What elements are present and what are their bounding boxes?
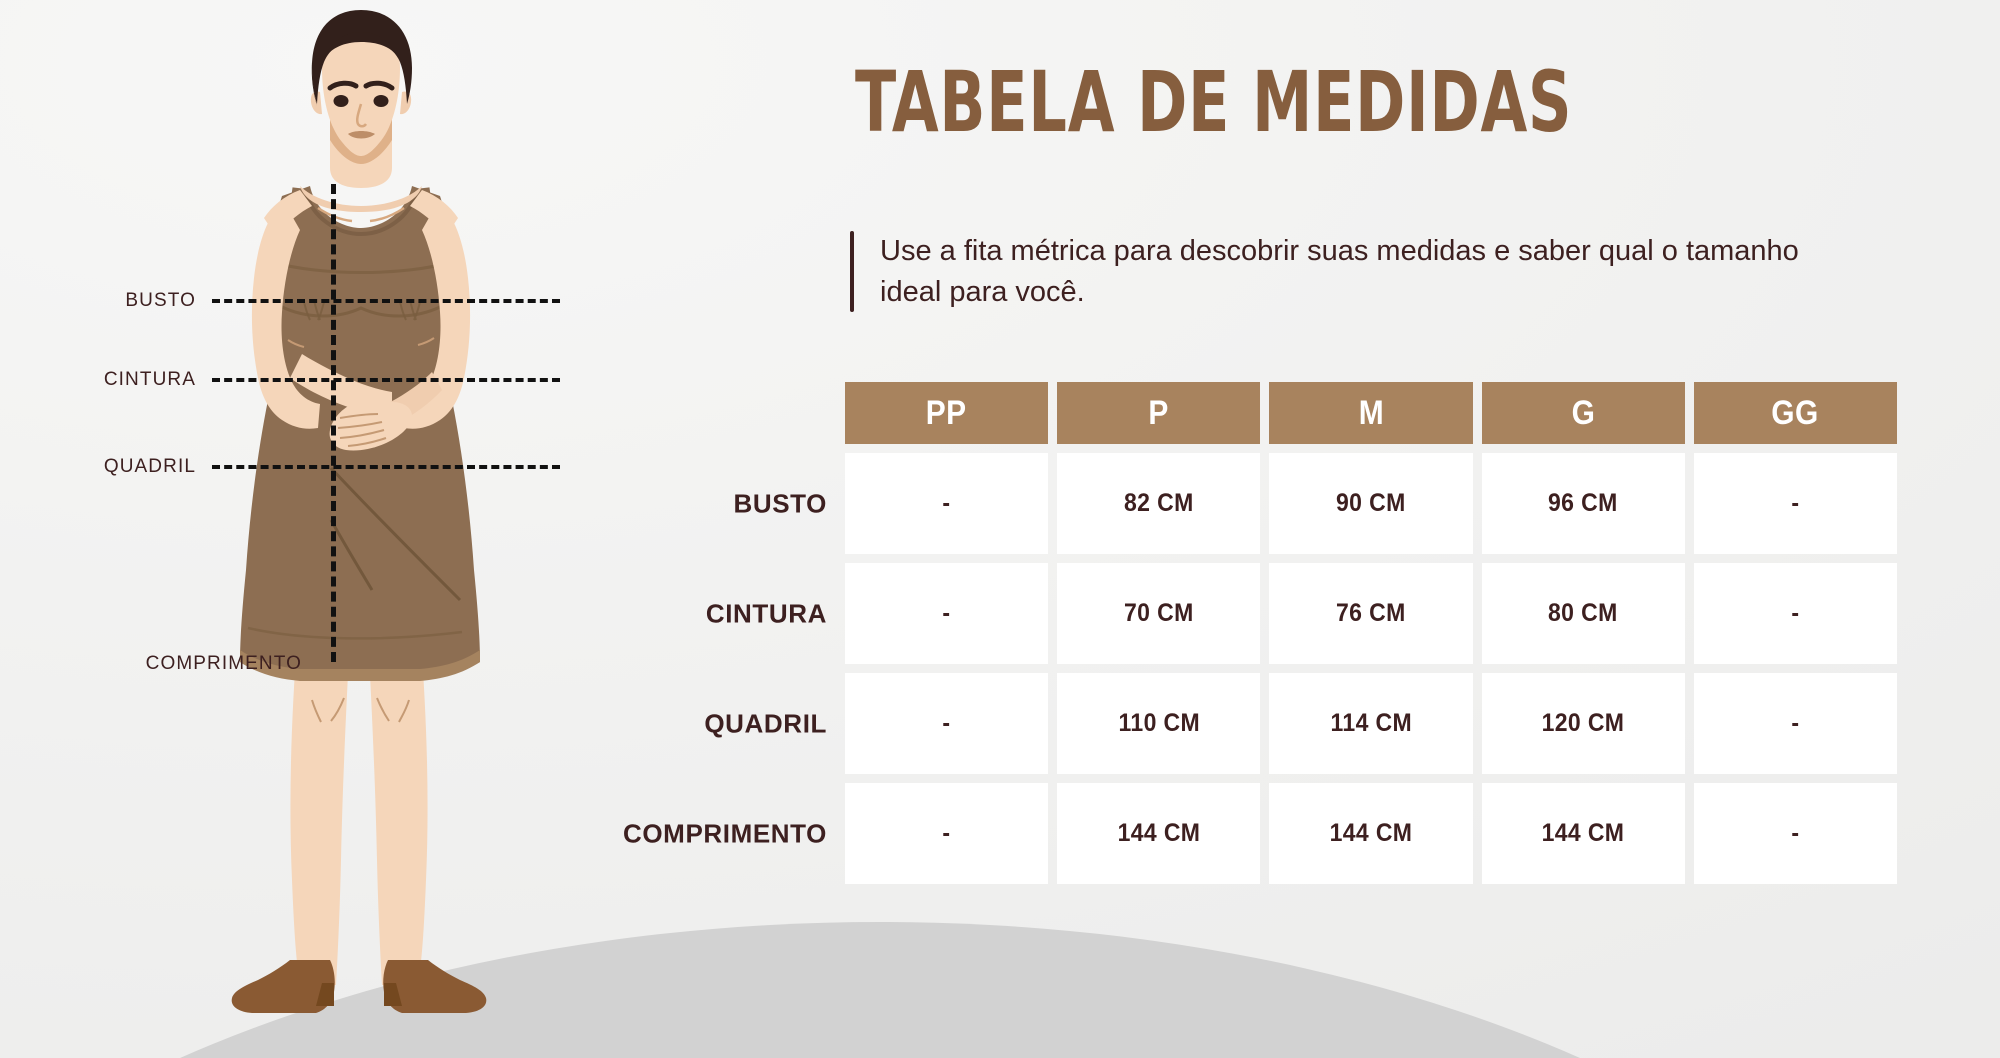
head	[310, 10, 412, 156]
column-header-pp: PP	[845, 382, 1049, 444]
table-header-row: PP P M G GG	[845, 382, 1898, 444]
measurements-table: PP P M G GG BUSTO - 82 CM 90 CM 96 CM -	[623, 382, 1898, 884]
legs	[290, 600, 428, 985]
row-label-text: QUADRIL	[704, 708, 827, 738]
cell-busto-p: 82 CM	[1057, 453, 1261, 554]
cell-quadril-p: 110 CM	[1057, 673, 1261, 774]
dashed-line-cintura	[212, 378, 560, 382]
column-header-label: G	[1571, 393, 1596, 432]
cell-cintura-g: 80 CM	[1481, 563, 1685, 664]
cell-busto-pp: -	[845, 453, 1049, 554]
subtitle-block: Use a fita métrica para descobrir suas m…	[850, 231, 1840, 313]
table-row: QUADRIL - 110 CM 114 CM 120 CM -	[704, 673, 1898, 774]
table-row: BUSTO - 82 CM 90 CM 96 CM -	[733, 453, 1898, 554]
chart-panel: TABELA DE MEDIDAS Use a fita métrica par…	[623, 0, 1920, 1058]
dashed-line-busto	[212, 299, 560, 303]
cell-busto-g: 96 CM	[1481, 453, 1685, 554]
cell-comprimento-gg: -	[1693, 783, 1898, 884]
cell-quadril-m: 114 CM	[1269, 673, 1473, 774]
page-title: TABELA DE MEDIDAS	[855, 53, 1573, 151]
cell-busto-gg: -	[1693, 453, 1898, 554]
cell-cintura-gg: -	[1693, 563, 1898, 664]
column-header-label: GG	[1771, 393, 1820, 432]
female-body-illustration	[0, 0, 720, 1058]
shoes	[231, 960, 487, 1013]
cell-cintura-pp: -	[845, 563, 1049, 664]
guide-label-cintura: CINTURA	[103, 369, 196, 390]
column-header-label: P	[1148, 393, 1169, 432]
accent-bar	[850, 231, 854, 313]
column-header-p: P	[1057, 382, 1261, 444]
vertical-length-dashline	[331, 184, 336, 662]
dashed-line-quadril	[212, 465, 560, 469]
cell-comprimento-pp: -	[845, 783, 1049, 884]
column-header-label: M	[1358, 393, 1384, 432]
subtitle-text: Use a fita métrica para descobrir suas m…	[880, 235, 1799, 308]
guide-label-comprimento: COMPRIMENTO	[145, 653, 302, 674]
guide-label-busto: BUSTO	[125, 290, 196, 311]
cell-comprimento-m: 144 CM	[1269, 783, 1473, 884]
guide-label-quadril: QUADRIL	[103, 456, 196, 477]
column-header-m: M	[1269, 382, 1473, 444]
cell-comprimento-g: 144 CM	[1481, 783, 1685, 884]
cell-busto-m: 90 CM	[1269, 453, 1473, 554]
cell-cintura-p: 70 CM	[1057, 563, 1261, 664]
cell-comprimento-p: 144 CM	[1057, 783, 1261, 884]
row-label-text: CINTURA	[705, 598, 827, 628]
column-header-g: G	[1481, 382, 1685, 444]
arms	[251, 202, 471, 451]
cell-quadril-gg: -	[1693, 673, 1898, 774]
dress-bodice	[266, 186, 456, 400]
table-row: COMPRIMENTO - 144 CM 144 CM 144 CM -	[623, 783, 1898, 884]
cell-quadril-g: 120 CM	[1481, 673, 1685, 774]
table-row: CINTURA - 70 CM 76 CM 80 CM -	[706, 563, 1898, 664]
cell-cintura-m: 76 CM	[1269, 563, 1473, 664]
row-label-text: COMPRIMENTO	[622, 818, 827, 848]
column-header-label: PP	[926, 393, 967, 432]
column-header-gg: GG	[1693, 382, 1898, 444]
cell-quadril-pp: -	[845, 673, 1049, 774]
row-label-text: BUSTO	[733, 488, 827, 518]
